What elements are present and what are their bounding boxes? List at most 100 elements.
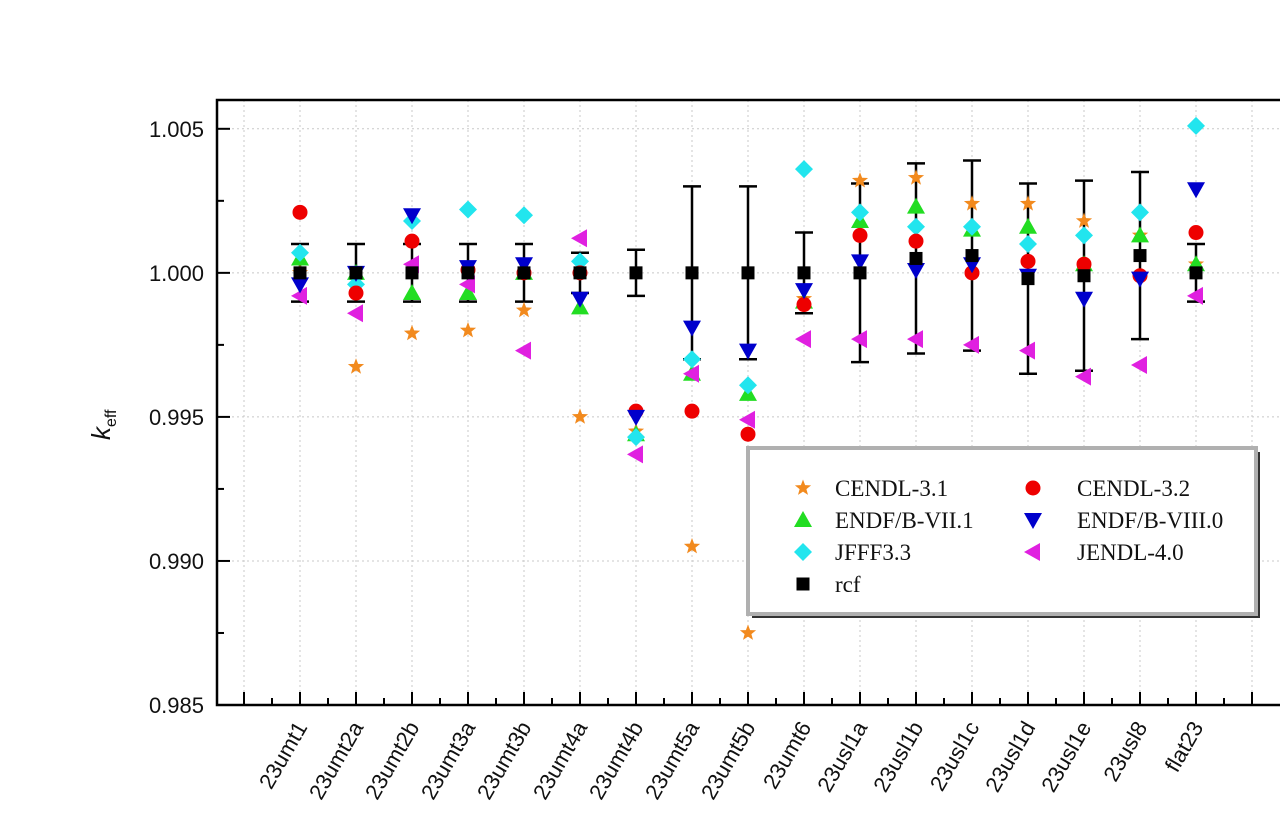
data-point-cendl-3-2 [1076,256,1092,272]
legend-item-cendl-3-1: CENDL-3.1 [794,476,948,501]
data-point-rcf [1077,269,1091,283]
legend-item-jfff3-3: JFFF3.3 [794,540,911,565]
data-point-rcf [1133,249,1147,263]
x-tick-labels: 23umt123umt2a23umt2b23umt3a23umt3b23umt4… [254,716,1208,803]
data-point-cendl-3-1 [739,624,757,640]
y-tick-label: 0.990 [149,549,204,574]
data-point-endf-b-viii-0 [1075,291,1093,308]
data-point-rcf [1189,266,1203,280]
data-point-cendl-3-1 [907,169,925,185]
x-tick-label: 23umt4a [528,716,593,803]
x-tick-label: 23umt1 [254,717,312,793]
y-tick-label: 1.005 [149,117,204,142]
data-point-rcf [1021,272,1035,286]
data-point-cendl-3-1 [347,358,365,374]
legend-item-endf-b-vii-1: ENDF/B-VII.1 [794,508,974,533]
data-point-jfff3-3 [963,217,981,236]
x-tick-label: 23usl8 [1098,717,1152,786]
x-tick-label: 23umt4b [584,717,648,804]
data-point-endf-b-viii-0 [795,283,813,300]
legend-marker-rcf [796,577,810,591]
data-point-jendl-4-0 [515,341,531,360]
data-point-endf-b-viii-0 [571,291,589,308]
data-point-jfff3-3 [1187,116,1205,135]
x-tick-label: 23usl1a [812,716,873,796]
data-point-jfff3-3 [739,376,757,395]
data-point-rcf [461,266,475,280]
x-tick-label: 23usl1e [1036,717,1096,796]
data-point-jfff3-3 [291,243,309,262]
x-tick-label: flat23 [1160,717,1209,776]
y-tick-label: 0.995 [149,405,204,430]
data-point-endf-b-viii-0 [683,320,701,337]
data-point-jendl-4-0 [739,410,755,429]
data-point-jfff3-3 [683,350,701,369]
data-point-cendl-3-2 [404,233,420,249]
data-point-rcf [685,266,699,280]
data-point-endf-b-vii-1 [459,284,477,301]
data-point-endf-b-vii-1 [403,284,421,301]
legend-item-rcf: rcf [796,572,861,597]
data-point-jfff3-3 [907,217,925,236]
data-point-endf-b-viii-0 [403,208,421,225]
data-point-jfff3-3 [515,206,533,225]
axes [215,98,1280,707]
data-point-cendl-3-2 [684,403,700,419]
legend-marker-endf-b-vii-1 [794,511,812,527]
series-rcf [293,249,1203,286]
x-tick-label: 23usl1b [868,717,928,796]
legend-marker-cendl-3-2 [1025,480,1041,496]
data-point-cendl-3-2 [1020,253,1036,269]
data-point-jendl-4-0 [1075,367,1091,386]
data-point-jfff3-3 [1019,235,1037,254]
data-point-jendl-4-0 [683,364,699,383]
data-point-cendl-3-2 [796,297,812,313]
data-point-cendl-3-2 [740,426,756,442]
legend-label-endf-b-vii-1: ENDF/B-VII.1 [835,508,974,533]
legend: CENDL-3.1 CENDL-3.2 ENDF/B-VII.1 ENDF/B-VII… [746,446,1260,618]
data-point-endf-b-vii-1 [1019,217,1037,234]
legend-label-endf-b-viii-0: ENDF/B-VIII.0 [1077,508,1223,533]
x-tick-label: 23umt6 [758,717,816,793]
data-point-jendl-4-0 [627,445,643,464]
data-point-rcf [293,266,307,280]
data-point-cendl-3-2 [852,227,868,243]
data-point-endf-b-viii-0 [291,277,309,294]
data-point-jendl-4-0 [907,330,923,349]
data-point-endf-b-vii-1 [907,197,925,214]
x-tick-label: 23umt3a [416,716,481,803]
data-point-jfff3-3 [571,252,589,271]
data-point-cendl-3-2 [348,285,364,301]
legend-item-cendl-3-2: CENDL-3.2 [1025,476,1190,501]
x-tick-label: 23umt2b [360,717,424,804]
data-point-rcf [349,266,363,280]
data-point-rcf [517,266,531,280]
x-tick-label: 23usl1d [980,717,1040,796]
data-point-jendl-4-0 [571,229,587,248]
y-axis-label-main: k [86,425,116,440]
legend-box [746,446,1258,616]
data-point-jendl-4-0 [291,286,307,305]
data-point-cendl-3-1 [1019,195,1037,211]
data-point-rcf [965,249,979,263]
data-point-jfff3-3 [1075,226,1093,245]
y-tick-label: 0.985 [149,693,204,718]
data-point-rcf [909,251,923,265]
x-tick-label: 23umt3b [472,717,536,804]
x-tick-label: 23usl1c [925,717,985,795]
legend-marker-jendl-4-0 [1024,543,1040,561]
legend-label-rcf: rcf [835,572,861,597]
data-point-cendl-3-1 [459,322,477,338]
data-point-cendl-3-2 [1188,225,1204,241]
data-point-cendl-3-1 [1075,212,1093,228]
data-point-endf-b-viii-0 [515,257,533,274]
data-point-jendl-4-0 [347,304,363,323]
data-point-jfff3-3 [459,200,477,219]
data-point-rcf [629,266,643,280]
legend-marker-jfff3-3 [794,543,812,561]
legend-label-jendl-4-0: JENDL-4.0 [1077,540,1184,565]
x-tick-label: 23umt5b [696,717,760,804]
data-point-jendl-4-0 [1187,286,1203,305]
data-point-cendl-3-1 [515,301,533,318]
